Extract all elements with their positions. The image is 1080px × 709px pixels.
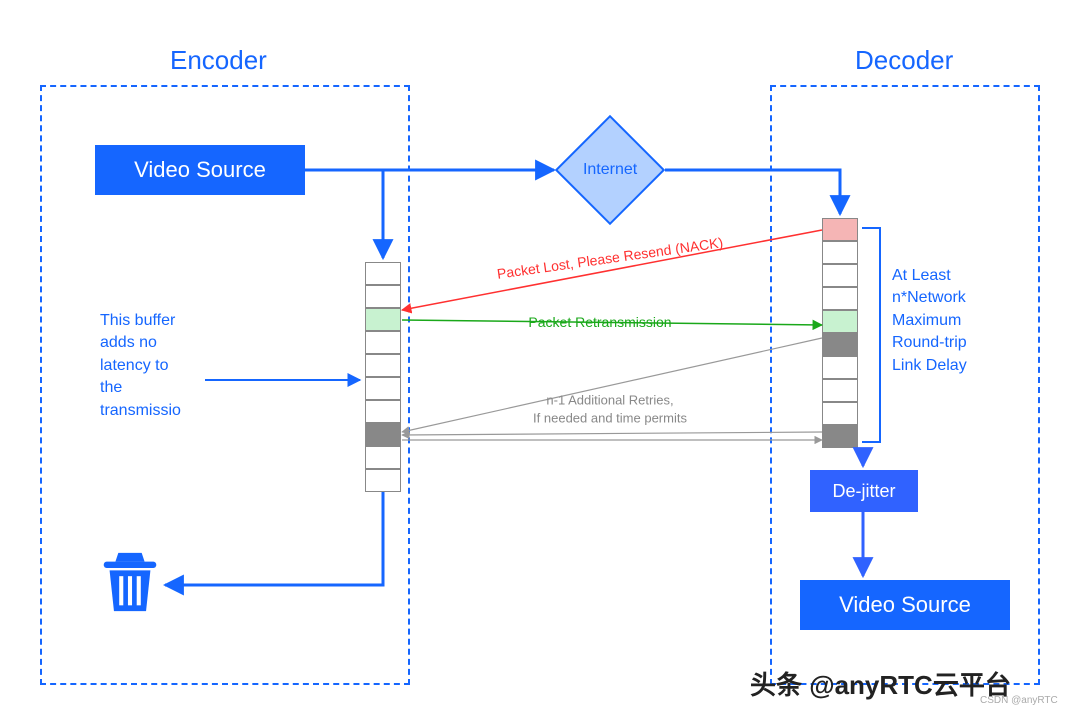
- trash-icon: [95, 540, 165, 624]
- buffer-note: This bufferadds nolatency tothetransmiss…: [100, 310, 181, 422]
- diagram-canvas: Encoder Decoder Video Source De-jitter V…: [0, 0, 1080, 709]
- watermark: 头条 @anyRTC云平台: [750, 665, 1011, 702]
- delay-note: At Leastn*NetworkMaximumRound-tripLink D…: [892, 265, 967, 377]
- nack-label: Packet Lost, Please Resend (NACK): [496, 234, 724, 282]
- buffer-cell: [365, 331, 401, 354]
- buffer-cell: [822, 310, 858, 333]
- watermark-small: CSDN @anyRTC: [980, 695, 1058, 706]
- edge-nack: [402, 230, 822, 310]
- buffer-cell: [365, 308, 401, 331]
- buffer-cell: [365, 469, 401, 492]
- decoder-title: Decoder: [855, 45, 953, 76]
- buffer-cell: [365, 377, 401, 400]
- buffer-cell: [822, 241, 858, 264]
- buffer-cell: [365, 285, 401, 308]
- edge-retry_up: [402, 432, 822, 435]
- buffer-cell: [822, 356, 858, 379]
- buffer-cell: [365, 446, 401, 469]
- retry-label-1: n-1 Additional Retries,: [546, 393, 673, 408]
- decoder-buffer: [822, 218, 858, 448]
- buffer-cell: [822, 402, 858, 425]
- internet-diamond: Internet: [555, 115, 665, 225]
- buffer-cell: [822, 287, 858, 310]
- buffer-cell: [822, 379, 858, 402]
- buffer-cell: [365, 262, 401, 285]
- buffer-cell: [365, 354, 401, 377]
- dejitter-box: De-jitter: [810, 470, 918, 512]
- retry-label-2: If needed and time permits: [533, 411, 687, 426]
- buffer-cell: [365, 400, 401, 423]
- video-source-top: Video Source: [95, 145, 305, 195]
- buffer-cell: [822, 425, 858, 448]
- encoder-title: Encoder: [170, 45, 267, 76]
- internet-label: Internet: [583, 161, 637, 179]
- video-source-bottom: Video Source: [800, 580, 1010, 630]
- buffer-cell: [822, 333, 858, 356]
- retransmission-label: Packet Retransmission: [528, 314, 671, 330]
- buffer-cell: [365, 423, 401, 446]
- buffer-cell: [822, 264, 858, 287]
- encoder-buffer: [365, 262, 401, 492]
- buffer-cell: [822, 218, 858, 241]
